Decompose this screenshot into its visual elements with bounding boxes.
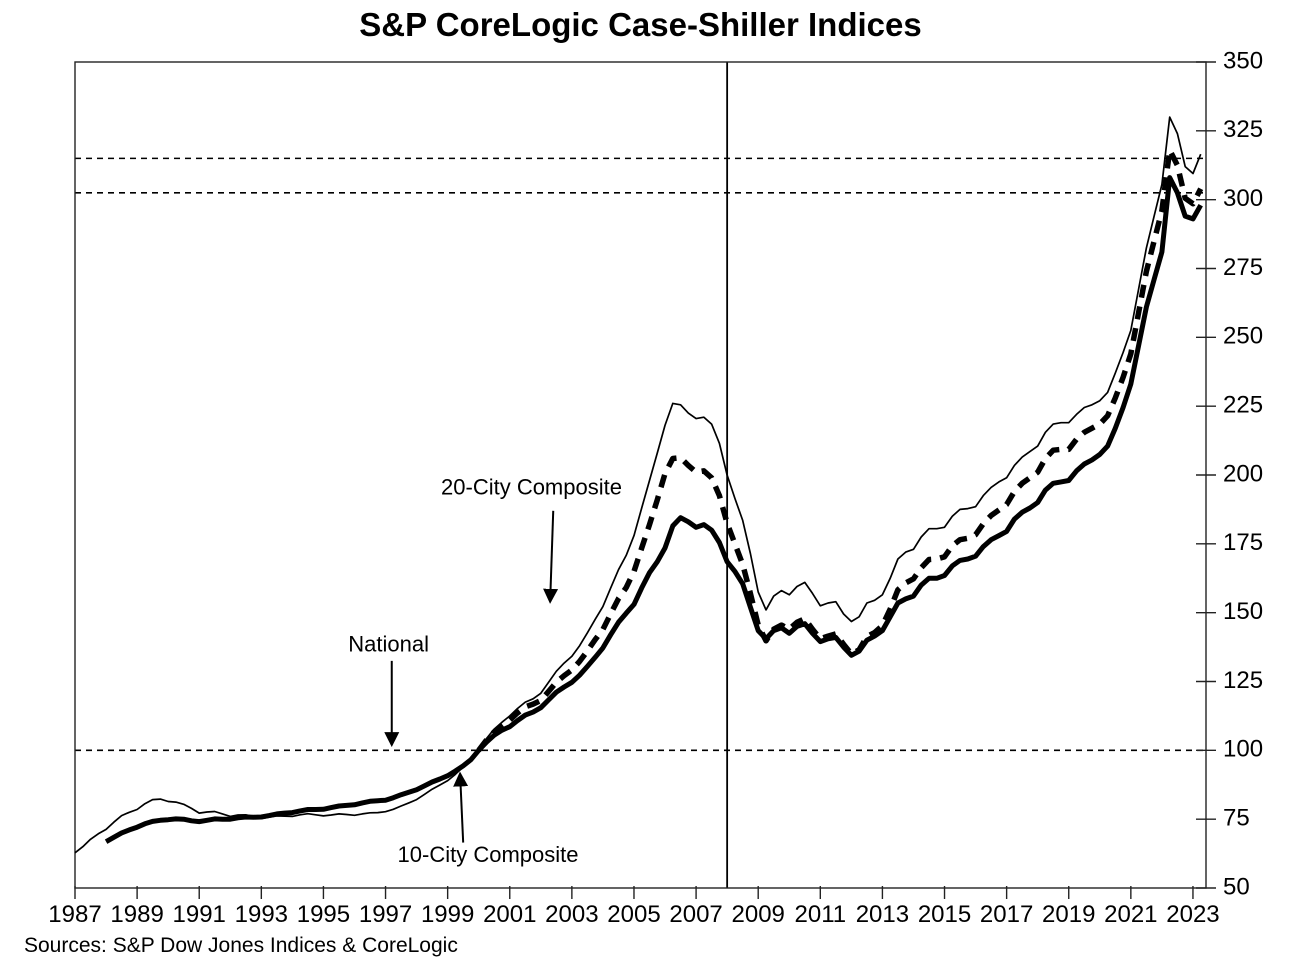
y-axis-label-250: 250 xyxy=(1223,323,1263,350)
x-axis-label-2009: 2009 xyxy=(732,901,785,928)
y-axis-label-100: 100 xyxy=(1223,736,1263,763)
annotation-arrow-10-city-composite xyxy=(453,771,469,843)
x-axis-label-2021: 2021 xyxy=(1104,901,1157,928)
annotation-label-20-city-composite: 20-City Composite xyxy=(441,475,622,500)
x-axis-label-1995: 1995 xyxy=(297,901,350,928)
x-axis-label-2017: 2017 xyxy=(980,901,1033,928)
y-axis-label-200: 200 xyxy=(1223,460,1263,487)
y-axis-label-150: 150 xyxy=(1223,598,1263,625)
annotation-label-national: National xyxy=(348,632,429,657)
x-axis-label-2003: 2003 xyxy=(545,901,598,928)
y-axis-label-75: 75 xyxy=(1223,805,1250,832)
y-axis-label-125: 125 xyxy=(1223,667,1263,694)
y-axis-label-50: 50 xyxy=(1223,873,1250,900)
y-axis-label-350: 350 xyxy=(1223,47,1263,74)
series-20-city-composite-line xyxy=(476,147,1204,752)
sources-note: Sources: S&P Dow Jones Indices & CoreLog… xyxy=(24,934,458,957)
series-national-line xyxy=(104,175,1203,844)
chart-title: S&P CoreLogic Case-Shiller Indices xyxy=(359,6,922,43)
x-axis-label-2001: 2001 xyxy=(483,901,536,928)
series-10-city-composite-line xyxy=(74,116,1202,854)
x-axis-label-2015: 2015 xyxy=(918,901,971,928)
plot-border xyxy=(74,61,1207,889)
y-axis-label-300: 300 xyxy=(1223,185,1263,212)
x-axis-label-1997: 1997 xyxy=(359,901,412,928)
x-axis-label-2005: 2005 xyxy=(607,901,660,928)
x-axis-label-1991: 1991 xyxy=(173,901,226,928)
x-axis-label-1993: 1993 xyxy=(235,901,288,928)
x-axis-label-1999: 1999 xyxy=(421,901,474,928)
x-axis-label-2019: 2019 xyxy=(1042,901,1095,928)
x-axis-label-2007: 2007 xyxy=(669,901,722,928)
annotation-arrow-20-city-composite xyxy=(543,510,559,604)
y-axis-label-225: 225 xyxy=(1223,392,1263,419)
x-axis-label-2011: 2011 xyxy=(795,901,847,928)
y-axis-label-175: 175 xyxy=(1223,529,1263,556)
y-axis-label-325: 325 xyxy=(1223,116,1263,143)
x-axis-label-2013: 2013 xyxy=(856,901,909,928)
y-axis-label-275: 275 xyxy=(1223,254,1263,281)
annotation-label-10-city-composite: 10-City Composite xyxy=(398,842,579,867)
x-axis-label-2023: 2023 xyxy=(1166,901,1219,928)
x-axis-label-1987: 1987 xyxy=(48,901,101,928)
x-axis-label-1989: 1989 xyxy=(110,901,163,928)
